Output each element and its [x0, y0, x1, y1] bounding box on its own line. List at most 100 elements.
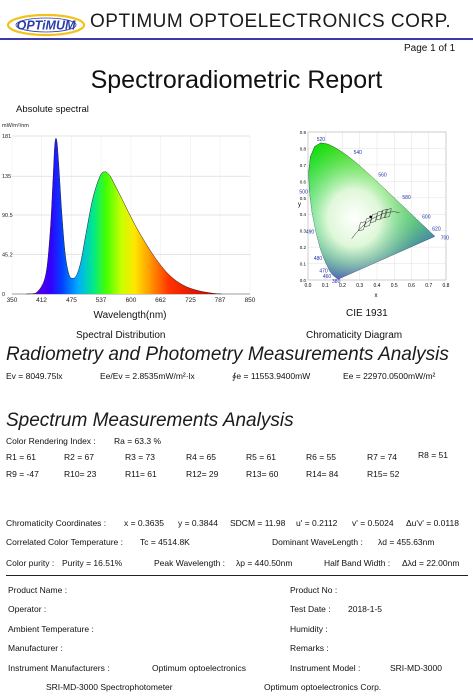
operator-label: Operator :	[8, 604, 47, 614]
page-number: Page 1 of 1	[404, 43, 456, 54]
peak-wavelength-value: λp = 440.50nm	[236, 558, 293, 568]
cie-y-tick-label: 0.4	[300, 212, 307, 217]
y-tick-label: 90.5	[2, 213, 13, 219]
x-tick-label: 850	[245, 297, 256, 304]
spectrum-caption: Spectral Distribution	[76, 330, 166, 341]
spectrum-curve	[26, 138, 222, 295]
chroma-x: x = 0.3635	[124, 518, 164, 528]
r13-value: R13= 60	[246, 469, 279, 479]
logo-text: OPTiMUM	[17, 19, 76, 33]
company-logo: OPTiMUM	[6, 13, 86, 37]
product-name-label: Product Name :	[8, 585, 68, 595]
cie-y-axis-label: y	[298, 202, 301, 208]
wavelength-label: 540	[354, 150, 363, 156]
ra-value: Ra = 63.3 %	[114, 436, 162, 446]
wavelength-label: 700	[441, 235, 450, 241]
r15-value: R15= 52	[367, 469, 400, 479]
cie-y-tick-label: 0.7	[300, 163, 307, 168]
y-tick-label: 0	[2, 292, 5, 298]
r6-value: R6 = 55	[306, 452, 337, 462]
planckian-locus	[351, 211, 400, 239]
footer-instrument: SRI-MD-3000 Spectrophotometer	[46, 682, 173, 692]
u-prime: u' = 0.2112	[296, 518, 338, 528]
v-prime: v' = 0.5024	[352, 518, 394, 528]
radiometry-heading: Radiometry and Photometry Measurements A…	[6, 344, 449, 365]
ee-value: Ee = 22970.0500mW/m²	[343, 371, 436, 381]
x-tick-label: 600	[126, 297, 137, 304]
wavelength-label: 520	[317, 137, 326, 143]
wavelength-label: 380	[332, 279, 341, 285]
color-purity-label: Color purity :	[6, 558, 55, 568]
instrument-model-value: SRI-MD-3000	[390, 663, 442, 673]
cri-label: Color Rendering Index :	[6, 436, 96, 446]
cie-y-tick-label: 0.3	[300, 229, 307, 234]
cie-x-tick-label: 0.3	[356, 283, 363, 289]
info-divider	[6, 575, 468, 576]
humidity-label: Humidity :	[290, 624, 328, 634]
x-tick-label: 725	[185, 297, 196, 304]
y-tick-label: 181	[2, 134, 11, 140]
x-tick-label: 662	[155, 297, 166, 304]
instrument-manufacturers-value: Optimum optoelectronics	[152, 663, 247, 673]
x-tick-label: 787	[215, 297, 226, 304]
r4-value: R4 = 65	[186, 452, 217, 462]
wavelength-label: 600	[422, 215, 431, 221]
cie-caption: Chromaticity Diagram	[306, 330, 403, 341]
r10-value: R10= 23	[64, 469, 97, 479]
chromaticity-label: Chromaticity Coordinates :	[6, 518, 107, 528]
r5-value: R5 = 61	[246, 452, 277, 462]
r8-value: R8 = 51	[418, 450, 449, 460]
purity-value: Purity = 16.51%	[62, 558, 123, 568]
y-unit: mW/m²/nm	[2, 123, 29, 129]
instrument-manufacturers-label: Instrument Manufacturers :	[8, 663, 110, 673]
cie-x-tick-label: 0.4	[374, 283, 381, 289]
test-date-value: 2018-1-5	[348, 604, 383, 614]
ambient-temperature-label: Ambient Temperature :	[8, 624, 94, 634]
tolerance-quadrangle	[375, 210, 384, 221]
x-tick-label: 537	[96, 297, 107, 304]
cie-x-tick-label: 0.0	[305, 283, 312, 289]
x-tick-label: 475	[66, 297, 77, 304]
cie-x-tick-label: 0.1	[322, 283, 329, 289]
cie-y-tick-label: 0.1	[300, 262, 307, 267]
cie-y-tick-label: 0.0	[300, 278, 307, 283]
dominant-wavelength-value: λd = 455.63nm	[378, 537, 435, 547]
wavelength-label: 500	[299, 189, 308, 195]
cct-label: Correlated Color Temperature :	[6, 537, 124, 547]
tolerance-boxes	[358, 208, 392, 232]
ee-ev-value: Ee/Ev = 2.8535mW/m²·lx	[100, 371, 195, 381]
product-no-label: Product No :	[290, 585, 338, 595]
delta-uv: Δu'v' = 0.0118	[406, 518, 459, 528]
wavelength-label: 490	[306, 229, 315, 235]
x-tick-label: 412	[36, 297, 47, 304]
cie-y-tick-label: 0.6	[300, 179, 307, 184]
half-band-width-label: Half Band Width :	[324, 558, 391, 568]
cie-x-tick-label: 0.6	[408, 283, 415, 289]
sdcm-value: SDCM = 11.98	[230, 518, 286, 528]
r3-value: R3 = 73	[125, 452, 156, 462]
spectral-distribution-chart: mW/m²/nm 0 45.2 90.5 135 181 350 412 475 537 600 6…	[2, 123, 256, 321]
y-tick-label: 45.2	[2, 253, 13, 259]
cie-y-tick-label: 0.9	[300, 130, 307, 135]
cie-x-tick-label: 0.7	[425, 283, 432, 289]
remarks-label: Remarks :	[290, 643, 329, 653]
chroma-y: y = 0.3844	[178, 518, 218, 528]
wavelength-label: 560	[378, 172, 387, 178]
r12-value: R12= 29	[186, 469, 219, 479]
r11-value: R11= 61	[125, 469, 157, 479]
phi-e-value: ∮e = 11553.9400mW	[232, 371, 311, 381]
y-tick-label: 135	[2, 174, 11, 180]
report-title: Spectroradiometric Report	[90, 66, 383, 94]
wavelength-label: 470	[319, 268, 328, 274]
spectrum-label: Absolute spectral	[16, 104, 89, 115]
header-divider	[0, 38, 473, 40]
r1-value: R1 = 61	[6, 452, 37, 462]
r9-value: R9 = -47	[6, 469, 39, 479]
tolerance-quadrangle	[358, 221, 366, 232]
cie-x-tick-label: 0.2	[339, 283, 346, 289]
x-axis-label: Wavelength(nm)	[94, 310, 167, 321]
tolerance-quadrangle	[384, 208, 392, 218]
instrument-model-label: Instrument Model :	[290, 663, 361, 673]
wavelength-label: 620	[432, 226, 441, 232]
cie-y-tick-label: 0.2	[300, 245, 307, 250]
